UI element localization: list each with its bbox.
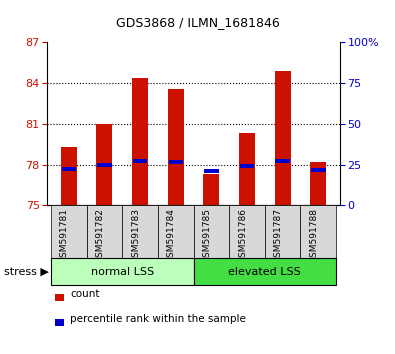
Bar [275,71,291,205]
Bar [194,258,336,285]
Bar [158,205,194,258]
Bar [203,174,219,205]
Text: GSM591785: GSM591785 [202,208,211,263]
Bar [96,124,113,205]
Text: percentile rank within the sample: percentile rank within the sample [70,314,246,324]
Bar [62,167,76,171]
Text: count: count [70,289,100,299]
Bar [87,205,122,258]
Text: GSM591781: GSM591781 [60,208,69,263]
Text: stress ▶: stress ▶ [4,267,49,277]
Text: GDS3868 / ILMN_1681846: GDS3868 / ILMN_1681846 [116,16,279,29]
Text: GSM591784: GSM591784 [167,208,176,263]
Bar [239,133,255,205]
Bar [51,258,194,285]
Bar [122,205,158,258]
Text: elevated LSS: elevated LSS [228,267,301,277]
Text: GSM591786: GSM591786 [238,208,247,263]
Bar [169,160,183,164]
Bar [97,162,112,167]
Bar [229,205,265,258]
Text: GSM591783: GSM591783 [131,208,140,263]
Bar [133,159,147,162]
Bar [61,147,77,205]
Bar [132,78,148,205]
Bar [240,164,254,168]
Bar [265,205,301,258]
Bar [275,159,290,162]
Text: normal LSS: normal LSS [91,267,154,277]
Text: GSM591787: GSM591787 [274,208,283,263]
Bar [311,168,325,172]
Bar [204,169,218,173]
Bar [51,205,87,258]
Text: GSM591782: GSM591782 [96,208,104,263]
Bar [194,205,229,258]
Bar [301,205,336,258]
Bar [168,88,184,205]
Text: GSM591788: GSM591788 [309,208,318,263]
Bar [310,162,326,205]
